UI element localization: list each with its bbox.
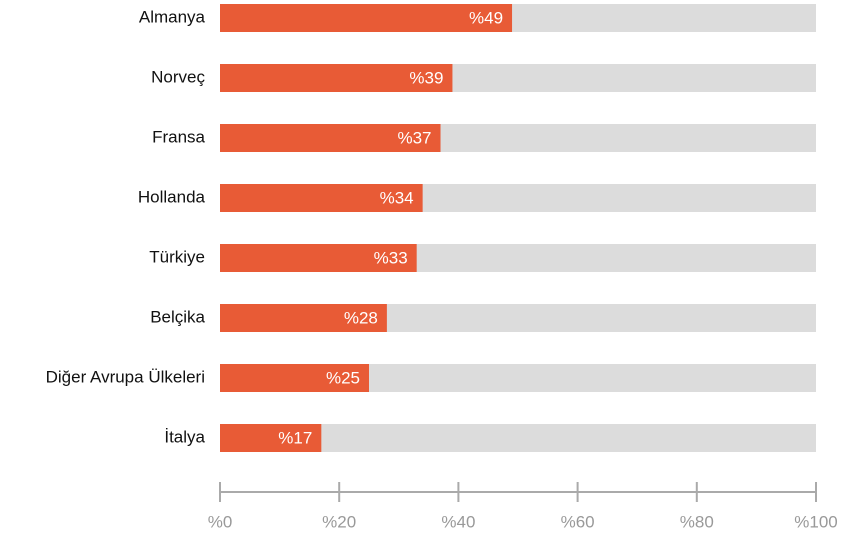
category-label: Almanya [139, 7, 206, 26]
category-label: Türkiye [149, 247, 205, 266]
x-tick-label: %20 [322, 512, 356, 531]
value-label: %28 [344, 308, 378, 327]
value-label: %34 [380, 188, 414, 207]
value-label: %39 [409, 68, 443, 87]
value-label: %25 [326, 368, 360, 387]
category-label: Belçika [150, 307, 205, 326]
category-label: Diğer Avrupa Ülkeleri [46, 367, 205, 386]
value-label: %37 [397, 128, 431, 147]
x-tick-label: %40 [441, 512, 475, 531]
bar [220, 364, 369, 392]
bar [220, 64, 453, 92]
category-label: Fransa [152, 127, 205, 146]
bar [220, 124, 441, 152]
category-label: Hollanda [138, 187, 206, 206]
bar [220, 244, 417, 272]
category-label: İtalya [164, 427, 205, 446]
value-label: %49 [469, 8, 503, 27]
bar [220, 424, 322, 452]
x-tick-label: %60 [561, 512, 595, 531]
value-label: %17 [278, 428, 312, 447]
bar [220, 304, 387, 332]
x-tick-label: %80 [680, 512, 714, 531]
value-label: %33 [374, 248, 408, 267]
bar [220, 4, 513, 32]
category-label: Norveç [151, 67, 205, 86]
x-tick-label: %100 [794, 512, 837, 531]
x-tick-label: %0 [208, 512, 233, 531]
bar [220, 184, 423, 212]
